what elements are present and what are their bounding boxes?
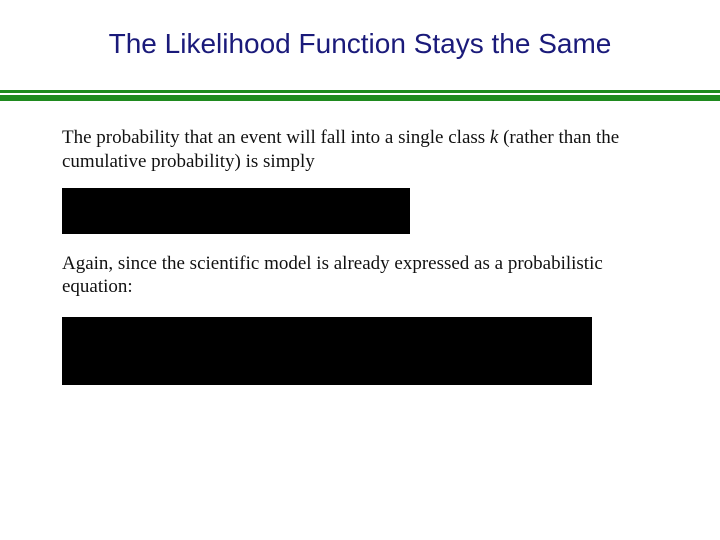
paragraph-1: The probability that an event will fall … xyxy=(62,126,680,174)
equation-block-2 xyxy=(62,317,592,385)
divider-bottom-line xyxy=(0,95,720,101)
paragraph-2: Again, since the scientific model is alr… xyxy=(62,252,660,300)
slide-title: The Likelihood Function Stays the Same xyxy=(0,0,720,72)
equation-block-1 xyxy=(62,188,410,234)
title-divider xyxy=(0,90,720,102)
paragraph-1-pre: The probability that an event will fall … xyxy=(62,127,490,148)
